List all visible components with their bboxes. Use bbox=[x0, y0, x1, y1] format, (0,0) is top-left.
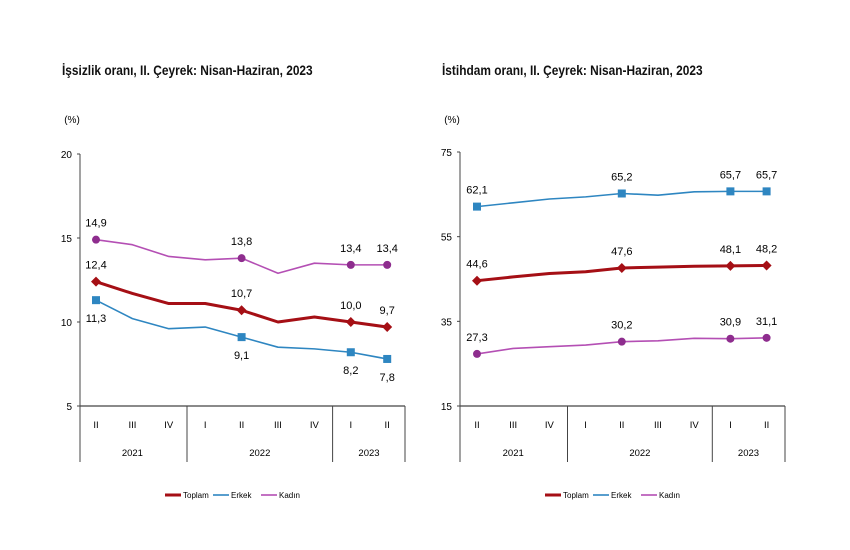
data-label: 10,0 bbox=[340, 300, 361, 312]
data-label: 30,9 bbox=[720, 317, 741, 329]
x-tick-label: II bbox=[93, 420, 98, 431]
data-label: 9,7 bbox=[380, 305, 395, 317]
data-label: 27,3 bbox=[466, 332, 487, 344]
data-point bbox=[761, 260, 772, 271]
year-label: 2021 bbox=[122, 448, 143, 459]
x-tick-label: I bbox=[584, 420, 587, 431]
data-point bbox=[617, 337, 626, 346]
data-label: 65,2 bbox=[611, 171, 632, 183]
chart-title-employment: İstihdam oranı, II. Çeyrek: Nisan-Hazira… bbox=[442, 62, 703, 78]
year-label: 2022 bbox=[629, 448, 650, 459]
data-label: 12,4 bbox=[85, 260, 106, 272]
data-point bbox=[762, 333, 771, 342]
y-tick-label: 15 bbox=[441, 402, 453, 413]
year-label: 2022 bbox=[249, 448, 270, 459]
data-point bbox=[91, 276, 101, 287]
data-point bbox=[616, 262, 627, 273]
data-point bbox=[346, 260, 355, 269]
data-label: 11,3 bbox=[86, 313, 107, 325]
x-tick-label: IV bbox=[545, 420, 555, 431]
data-point bbox=[237, 333, 246, 342]
data-label: 31,1 bbox=[756, 316, 777, 328]
y-tick-label: 20 bbox=[61, 150, 73, 161]
data-point bbox=[92, 296, 100, 305]
data-label: 47,6 bbox=[611, 246, 632, 258]
data-point bbox=[237, 254, 246, 263]
data-point bbox=[346, 348, 355, 357]
data-point bbox=[762, 187, 771, 196]
x-tick-label: III bbox=[509, 420, 517, 431]
year-label: 2021 bbox=[503, 448, 524, 459]
x-tick-label: II bbox=[239, 420, 244, 431]
data-label: 13,4 bbox=[340, 243, 361, 255]
data-point bbox=[473, 202, 481, 211]
legend-label: Kadın bbox=[279, 491, 300, 500]
x-tick-label: I bbox=[729, 420, 732, 431]
data-label: 65,7 bbox=[720, 169, 741, 181]
data-point bbox=[726, 334, 735, 343]
y-tick-label: 55 bbox=[441, 233, 453, 244]
legend-label: Erkek bbox=[611, 491, 632, 500]
x-tick-label: II bbox=[385, 420, 390, 431]
y-tick-label: 10 bbox=[61, 318, 73, 329]
data-label: 13,4 bbox=[376, 243, 397, 255]
year-label: 2023 bbox=[358, 448, 379, 459]
data-label: 9,1 bbox=[234, 350, 249, 362]
x-tick-label: I bbox=[349, 420, 352, 431]
data-point bbox=[472, 275, 482, 286]
data-label: 30,2 bbox=[611, 320, 632, 332]
data-point bbox=[382, 322, 393, 333]
x-tick-label: II bbox=[764, 420, 769, 431]
y-axis-unit: (%) bbox=[444, 115, 460, 126]
data-point bbox=[617, 189, 626, 198]
data-point bbox=[725, 260, 736, 271]
year-label: 2023 bbox=[738, 448, 759, 459]
data-label: 44,6 bbox=[466, 259, 487, 271]
data-point bbox=[345, 317, 356, 327]
x-tick-label: IV bbox=[164, 420, 174, 431]
y-tick-label: 75 bbox=[441, 148, 453, 159]
x-tick-label: III bbox=[654, 420, 662, 431]
data-label: 62,1 bbox=[466, 185, 487, 197]
data-point bbox=[473, 349, 481, 358]
legend-label: Toplam bbox=[563, 491, 589, 500]
x-tick-label: III bbox=[274, 420, 282, 431]
data-label: 14,9 bbox=[85, 218, 106, 230]
data-label: 10,7 bbox=[231, 288, 252, 300]
data-point bbox=[383, 354, 392, 363]
data-label: 8,2 bbox=[343, 365, 358, 377]
y-axis-unit: (%) bbox=[64, 115, 80, 126]
data-label: 13,8 bbox=[231, 236, 252, 248]
data-point bbox=[383, 260, 392, 269]
data-label: 7,8 bbox=[380, 372, 395, 384]
y-tick-label: 15 bbox=[61, 234, 73, 245]
data-point bbox=[92, 235, 100, 244]
legend-label: Erkek bbox=[231, 491, 252, 500]
data-label: 48,2 bbox=[756, 243, 777, 255]
x-tick-label: IV bbox=[310, 420, 320, 431]
y-tick-label: 35 bbox=[441, 317, 453, 328]
x-tick-label: I bbox=[204, 420, 207, 431]
x-tick-label: III bbox=[128, 420, 136, 431]
data-point bbox=[726, 187, 735, 196]
chart-title-unemployment: İşsizlik oranı, II. Çeyrek: Nisan-Hazira… bbox=[62, 62, 313, 78]
x-tick-label: IV bbox=[690, 420, 700, 431]
data-point bbox=[236, 305, 247, 316]
y-tick-label: 5 bbox=[66, 402, 72, 413]
x-tick-label: II bbox=[619, 420, 624, 431]
legend-label: Toplam bbox=[183, 491, 209, 500]
data-label: 65,7 bbox=[756, 169, 777, 181]
legend-label: Kadın bbox=[659, 491, 680, 500]
x-tick-label: II bbox=[474, 420, 479, 431]
data-label: 48,1 bbox=[720, 244, 741, 256]
